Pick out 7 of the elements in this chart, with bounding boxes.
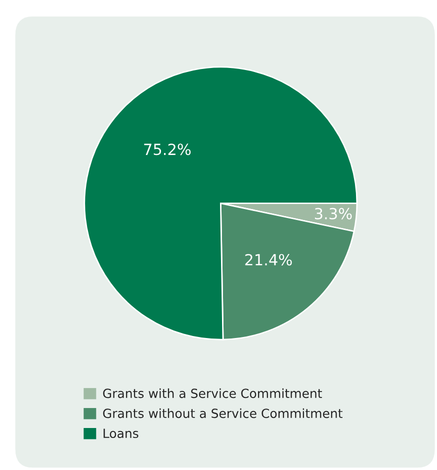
data-label: 3.3% bbox=[314, 208, 352, 220]
pie-slice bbox=[84, 66, 358, 340]
legend-label: Grants without a Service Commitment bbox=[103, 408, 342, 418]
legend-label: Loans bbox=[104, 428, 138, 438]
data-label: 75.2% bbox=[144, 144, 191, 156]
data-label: 21.4% bbox=[245, 254, 292, 266]
legend-label: Grants with a Service Commitment bbox=[103, 388, 322, 398]
